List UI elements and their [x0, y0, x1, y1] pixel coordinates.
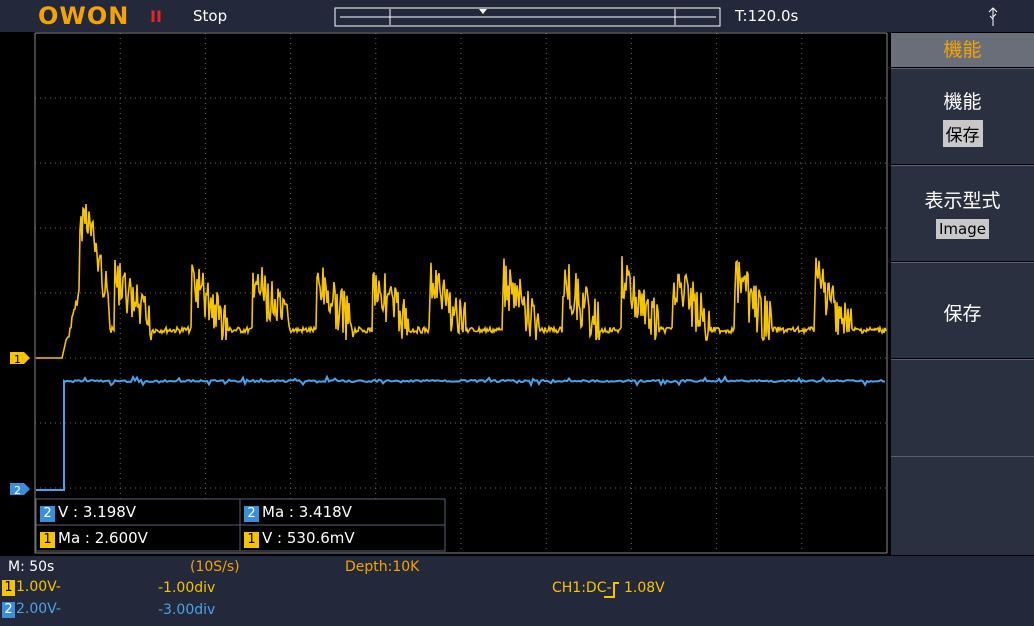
trigger-source: CH1:DC- — [552, 580, 612, 596]
channel-badge: 2 — [244, 506, 259, 522]
measurement-text: V : 3.198V — [58, 503, 136, 521]
ch2-offset: -3.00div — [158, 602, 215, 618]
scope-screen: 1 2 OWON II Stop T:120.0s 機能 機能 保存 表示型式 … — [0, 0, 1034, 626]
run-icon: II — [150, 7, 162, 26]
scale: 2.00V- — [16, 601, 61, 617]
bottom-bar — [0, 556, 1034, 626]
channel-badge: 1 — [244, 532, 259, 548]
status: Stop — [193, 7, 227, 25]
channel-badge: 2 — [40, 506, 55, 522]
menu-label: 保存 — [891, 299, 1034, 326]
channel-badge: 2 — [2, 602, 15, 618]
menu-label: 機能 — [891, 87, 1034, 114]
menu-display-type[interactable]: 表示型式 Image — [891, 165, 1034, 261]
menu-title: 機能 — [891, 33, 1034, 67]
measurement-text: Ma : 2.600V — [58, 529, 148, 547]
scope-display: 1 2 — [0, 0, 1034, 626]
menu-empty — [891, 456, 1034, 555]
trigger-level: 1.08V — [624, 580, 665, 596]
menu-empty — [891, 359, 1034, 456]
menu-function[interactable]: 機能 保存 — [891, 68, 1034, 164]
ch1-waveform — [36, 204, 886, 358]
menu-value: 保存 — [943, 120, 983, 147]
menu-save[interactable]: 保存 — [891, 262, 1034, 358]
timebase: M: 50s — [8, 559, 54, 575]
scale: 1.00V- — [16, 579, 61, 595]
ch1-offset: -1.00div — [158, 580, 215, 596]
channel-badge: 1 — [2, 580, 15, 596]
brand-logo: OWON — [38, 2, 129, 30]
measurement-text: V : 530.6mV — [262, 529, 355, 547]
time-position: T:120.0s — [735, 7, 798, 25]
measurement-text: Ma : 3.418V — [262, 503, 352, 521]
sample-rate: (10S/s) — [190, 559, 240, 575]
menu-value: Image — [936, 219, 989, 239]
menu-label: 表示型式 — [891, 186, 1034, 213]
ch1-marker: 1 — [14, 353, 21, 366]
ch2-marker: 2 — [14, 484, 21, 497]
channel-badge: 1 — [40, 532, 55, 548]
depth: Depth:10K — [345, 559, 419, 575]
